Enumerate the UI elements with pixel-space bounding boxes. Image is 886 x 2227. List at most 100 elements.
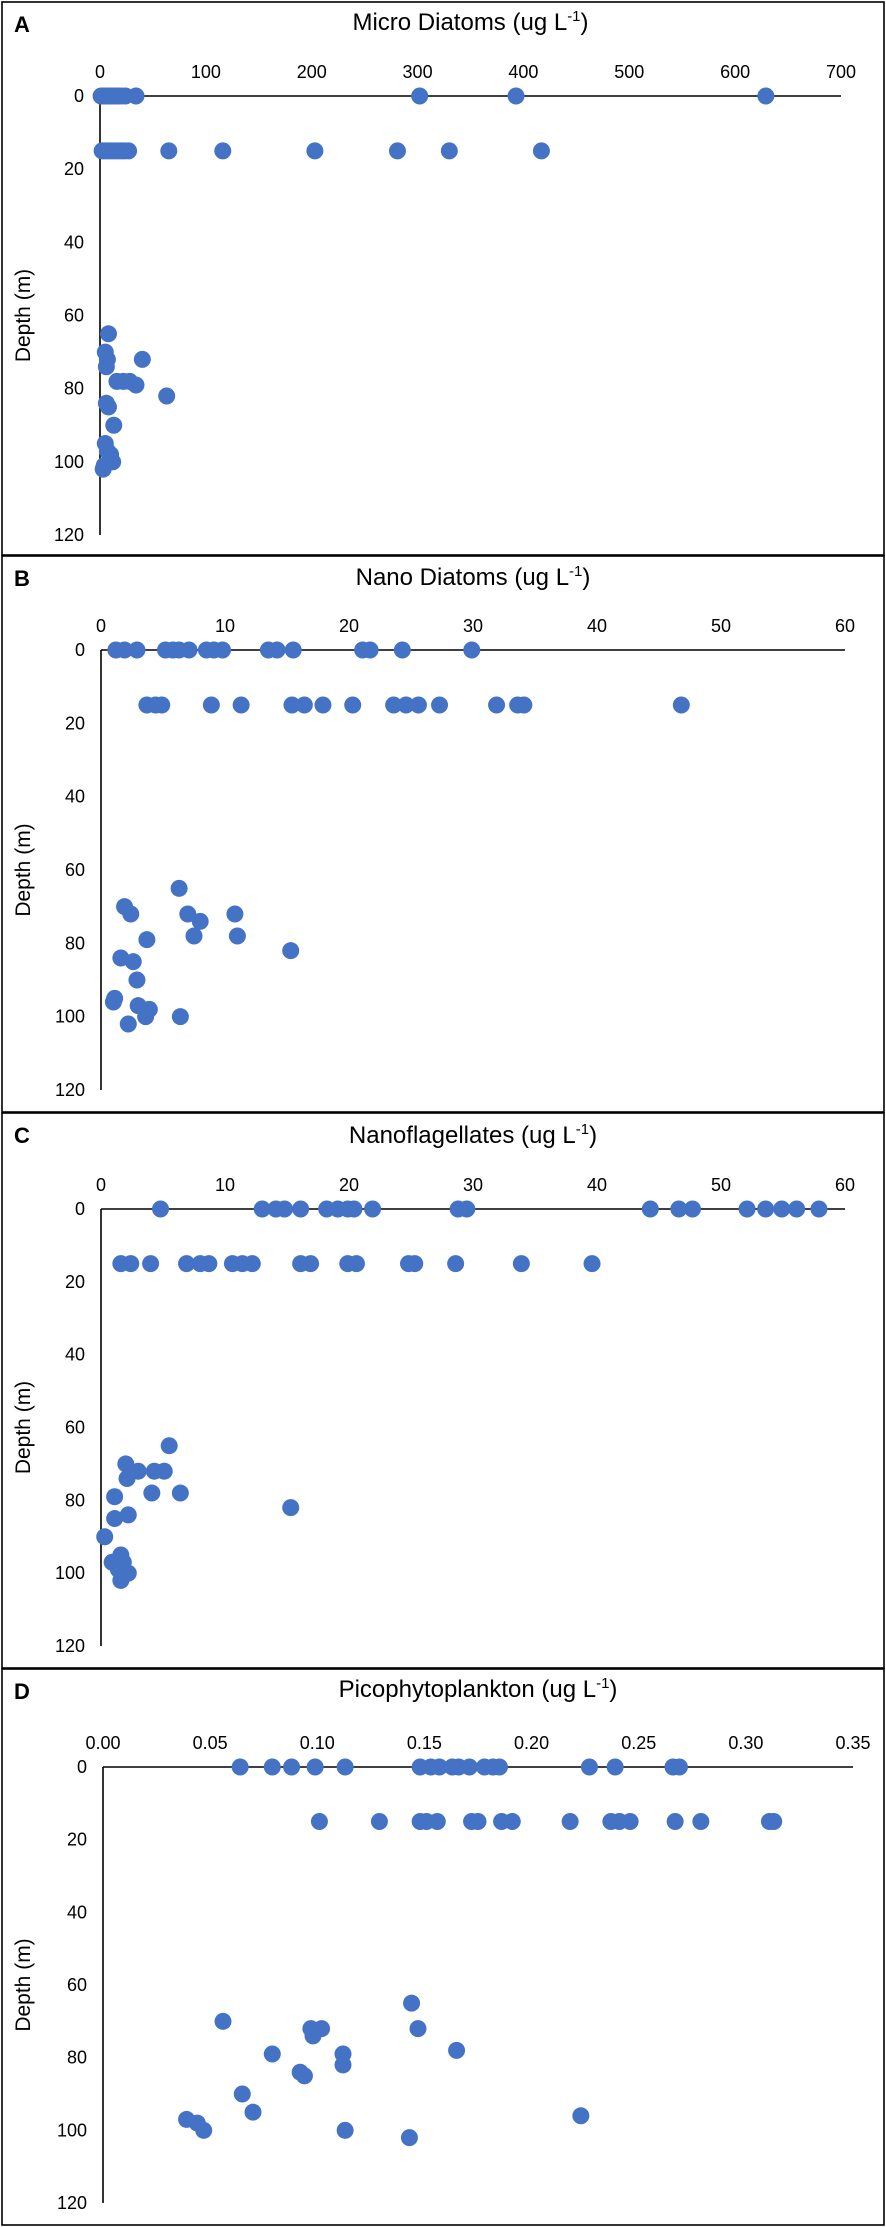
x-tick-label: 0.05 [193,1733,228,1753]
data-point [171,1008,189,1026]
y-axis-label: Depth (m) [12,269,35,362]
data-point [428,1813,446,1830]
data-point [336,2121,354,2139]
data-point [138,931,156,949]
y-axis-label: Depth (m) [12,1938,35,2031]
chart-title-superscript: -1 [567,8,580,25]
data-point [231,1758,249,1776]
data-point [515,696,533,714]
y-tick-label: 0 [75,640,85,660]
data-point [304,2027,322,2045]
chart-panel-d: D Picophytoplankton (ug L-1) 0.00 0.05 0.10 0… [1,1668,885,2226]
data-point [503,1813,521,1830]
y-axis-label: Depth (m) [12,1381,35,1474]
y-tick-label: 20 [64,159,84,179]
data-point [306,142,324,160]
data-point [448,2041,466,2059]
data-point [512,1255,530,1273]
x-tick-label: 0.10 [300,1733,335,1753]
data-point [244,2103,262,2121]
x-tick-label: 20 [339,616,359,636]
x-tick-label: 300 [403,62,433,82]
x-tick-label: 40 [587,1175,607,1195]
data-point [364,1200,382,1218]
data-point [170,879,188,897]
data-point [106,1488,124,1506]
y-tick-label: 40 [65,1345,85,1365]
data-point [214,641,232,659]
y-tick-label: 0 [77,1757,87,1777]
y-tick-label: 20 [67,1830,87,1850]
data-point [112,1571,130,1589]
data-point [284,641,302,659]
x-tick-label: 60 [835,616,855,636]
y-tick-label: 20 [65,1272,85,1292]
data-point [104,993,122,1011]
data-point [128,641,146,659]
x-tick-label: 0 [96,1175,106,1195]
data-point [97,358,115,376]
chart-title: Nano Diatoms (ug L-1) [356,563,591,591]
x-tick-label: 0.25 [621,1733,656,1753]
data-point [388,142,406,160]
chart-title: Nanoflagellates (ug L-1) [349,1121,597,1149]
data-point [133,350,151,368]
data-point [214,2012,232,2030]
data-point [160,142,178,160]
y-tick-label: 80 [64,379,84,399]
y-tick-label: 60 [64,306,84,326]
data-point [440,142,458,160]
data-point [788,1200,806,1218]
x-tick-label: 0 [96,616,106,636]
data-point [180,641,198,659]
data-point [666,1813,684,1830]
x-tick-label: 100 [191,62,221,82]
x-tick-label: 30 [463,1175,483,1195]
data-point [361,641,379,659]
data-point [155,1462,173,1480]
x-tick-label: 50 [711,616,731,636]
data-point [142,1255,160,1273]
data-point [431,696,449,714]
data-point [94,460,112,478]
y-tick-label: 60 [67,1975,87,1995]
data-point [160,1437,178,1455]
chart-title-text: Picophytoplankton (ug L [339,1676,597,1703]
y-tick-label: 80 [65,1490,85,1510]
data-point [99,325,117,343]
data-point [106,1510,124,1528]
x-tick-label: 0.00 [85,1733,120,1753]
data-point [302,1255,320,1273]
chart-title-text: Micro Diatoms (ug L [352,9,567,36]
data-point [179,905,197,923]
data-point [295,2067,313,2085]
chart-title-superscript: -1 [596,1675,609,1692]
data-point [124,953,142,971]
x-tick-label: 500 [614,62,644,82]
data-point [263,1758,281,1776]
panel-letter: C [14,1123,30,1148]
data-point [228,927,246,945]
y-tick-label: 60 [65,860,85,880]
data-point [105,416,123,434]
data-point [345,1200,363,1218]
chart-title-superscript: -1 [576,1121,589,1138]
y-tick-label: 40 [67,1902,87,1922]
panel-letter: A [14,12,30,37]
data-point [158,387,176,405]
data-point [757,87,775,105]
panel-border [1,1,885,556]
panel-border [1,1112,885,1669]
x-tick-label: 0 [95,62,105,82]
data-point [738,1200,756,1218]
data-point [282,1499,300,1517]
data-point [253,1200,271,1218]
data-point [292,1200,310,1218]
data-point [117,1455,135,1473]
data-point [606,1758,624,1776]
data-point [191,912,209,930]
data-point [127,87,145,105]
x-tick-label: 200 [297,62,327,82]
y-tick-label: 40 [64,232,84,252]
